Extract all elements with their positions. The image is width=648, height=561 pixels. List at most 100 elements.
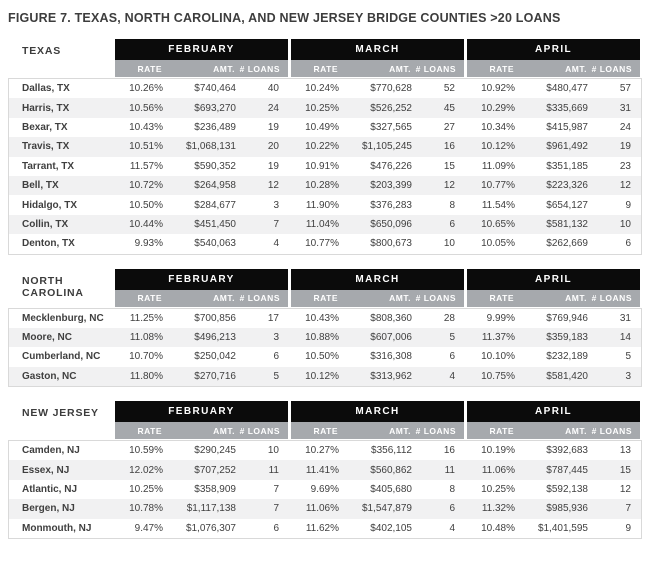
rate-cell: 10.25% xyxy=(481,484,515,496)
loans-cell: 52 xyxy=(443,83,455,95)
month-header: MARCH xyxy=(291,401,464,423)
loans-cell: 12 xyxy=(619,484,631,496)
loans-cell: 6 xyxy=(273,351,279,363)
column-header: # LOANS xyxy=(239,293,280,304)
amt-cell: $1,105,245 xyxy=(347,137,420,157)
loans-cell: 57 xyxy=(619,83,631,95)
month-group-header: APRIL RATE AMT. # LOANS xyxy=(467,268,640,307)
rate-cell: 11.06% xyxy=(292,499,347,519)
county-cell: Bell, TX xyxy=(9,175,116,196)
column-gap xyxy=(465,460,468,480)
amt-cell: $415,987 xyxy=(546,121,588,133)
loans-cell: 16 xyxy=(443,445,455,457)
rate-cell: 11.90% xyxy=(305,199,339,211)
loans-cell: 27 xyxy=(443,121,455,133)
rate-cell: 9.99% xyxy=(486,312,515,324)
county-cell: Monmouth, NJ xyxy=(22,522,92,534)
column-gap xyxy=(289,195,292,215)
amt-cell: $351,185 xyxy=(546,160,588,172)
amt-cell: $480,477 xyxy=(546,83,588,95)
amt-cell: $223,326 xyxy=(523,175,596,196)
rate-cell: 10.51% xyxy=(116,137,171,157)
column-gap xyxy=(465,175,468,196)
column-header: # LOANS xyxy=(239,63,280,74)
loans-cell: 11 xyxy=(244,460,289,480)
amt-cell: $1,547,879 xyxy=(347,499,420,519)
column-gap xyxy=(289,175,292,196)
column-gap xyxy=(465,327,468,348)
amt-cell: $707,252 xyxy=(171,460,244,480)
county-cell: Collin, TX xyxy=(9,214,116,235)
rate-cell: 10.10% xyxy=(481,351,515,363)
column-header: AMT. xyxy=(389,425,411,436)
amt-cell: $1,401,595 xyxy=(537,522,588,534)
loans-cell: 3 xyxy=(596,366,641,387)
amt-cell: $327,565 xyxy=(370,121,412,133)
loans-cell: 6 xyxy=(449,351,455,363)
amt-cell: $800,673 xyxy=(370,238,412,250)
loans-cell: 20 xyxy=(244,137,289,157)
loans-cell: 9 xyxy=(625,199,631,211)
rate-cell: 10.25% xyxy=(292,98,347,118)
amt-cell: $592,138 xyxy=(546,484,588,496)
rate-cell: 10.26% xyxy=(129,83,163,95)
amt-cell: $250,042 xyxy=(194,351,236,363)
loans-cell: 7 xyxy=(244,214,289,235)
amt-cell: $316,308 xyxy=(370,351,412,363)
loans-cell: 4 xyxy=(273,238,279,250)
amt-cell: $581,132 xyxy=(523,214,596,235)
column-headers: RATE AMT. # LOANS xyxy=(467,60,640,77)
amt-cell: $356,112 xyxy=(371,445,412,457)
page: FIGURE 7. TEXAS, NORTH CAROLINA, AND NEW… xyxy=(8,11,642,540)
table-row: Harris, TX 10.56% $693,270 24 10.25% $526,252… xyxy=(9,98,641,118)
column-gap xyxy=(289,441,292,461)
table-row: Bergen, NJ 10.78% $1,117,138 7 11.06% $1,547,… xyxy=(9,499,641,519)
column-headers: RATE AMT. # LOANS xyxy=(115,289,288,307)
amt-cell: $654,127 xyxy=(546,199,588,211)
table-row: Denton, TX 9.93% $540,063 4 10.77% $800,673 10… xyxy=(9,234,641,254)
table-header-row: TEXAS FEBRUARY RATE AMT. # LOANS MARCH RATE AMT… xyxy=(8,39,640,77)
month-header: MARCH xyxy=(291,268,464,290)
month-header: MARCH xyxy=(291,39,464,60)
column-gap xyxy=(465,479,468,500)
table-header-row: NORTH CAROLINA FEBRUARY RATE AMT. # LOANS MAR… xyxy=(8,268,640,307)
rate-cell: 11.54% xyxy=(481,199,515,211)
loans-cell: 4 xyxy=(420,366,465,387)
rate-cell: 10.48% xyxy=(481,522,515,534)
column-header: # LOANS xyxy=(239,425,280,436)
rate-cell: 11.37% xyxy=(468,327,523,348)
loans-cell: 16 xyxy=(420,137,465,157)
column-gap xyxy=(465,499,468,519)
column-gap xyxy=(289,327,292,348)
county-cell: Moore, NC xyxy=(9,327,116,348)
amt-cell: $650,096 xyxy=(347,214,420,235)
column-header: AMT. xyxy=(565,293,587,304)
column-header: AMT. xyxy=(213,63,235,74)
loans-cell: 45 xyxy=(420,98,465,118)
column-gap xyxy=(465,195,468,215)
table-header-row: NEW JERSEY FEBRUARY RATE AMT. # LOANS MARCH RA… xyxy=(8,401,640,440)
loans-cell: 8 xyxy=(449,484,455,496)
amt-cell: $1,076,307 xyxy=(185,522,236,534)
column-header: RATE xyxy=(489,293,514,304)
month-header: APRIL xyxy=(467,39,640,60)
figure-title: FIGURE 7. TEXAS, NORTH CAROLINA, AND NEW… xyxy=(8,11,561,25)
month-header: FEBRUARY xyxy=(115,401,288,423)
rate-cell: 11.32% xyxy=(468,499,523,519)
rate-cell: 10.44% xyxy=(116,214,171,235)
column-headers: RATE AMT. # LOANS xyxy=(467,422,640,440)
county-cell: Bergen, NJ xyxy=(9,499,116,519)
amt-cell: $376,283 xyxy=(370,199,412,211)
column-header: # LOANS xyxy=(415,63,456,74)
loans-cell: 31 xyxy=(596,98,641,118)
column-headers: RATE AMT. # LOANS xyxy=(467,289,640,307)
rate-cell: 10.12% xyxy=(468,137,523,157)
column-gap xyxy=(465,137,468,157)
loans-cell: 11 xyxy=(420,460,465,480)
column-gap xyxy=(465,441,468,461)
table-row: Tarrant, TX 11.57% $590,352 19 10.91% $476,22… xyxy=(9,156,641,176)
rate-cell: 10.91% xyxy=(305,160,339,172)
county-cell: Gaston, NC xyxy=(9,366,116,387)
loans-cell: 19 xyxy=(267,160,279,172)
loans-cell: 5 xyxy=(420,327,465,348)
